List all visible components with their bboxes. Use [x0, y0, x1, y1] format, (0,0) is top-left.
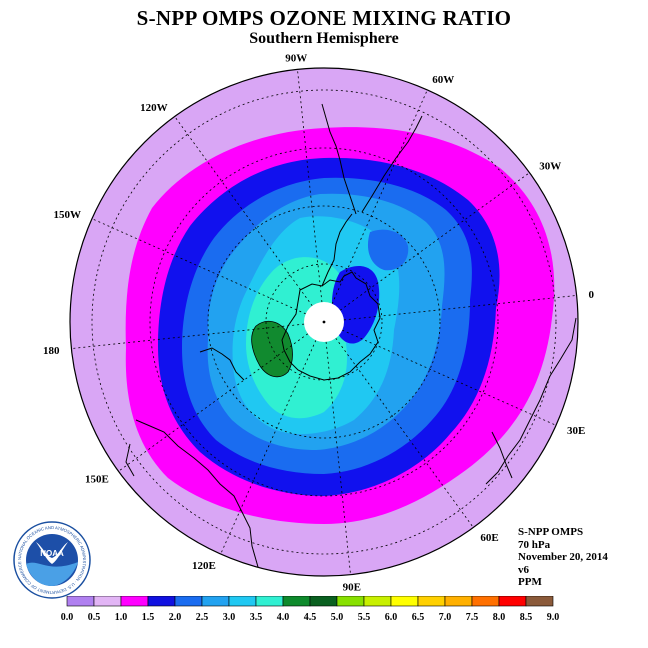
observation-date: November 20, 2014: [518, 551, 608, 564]
graticule: [91, 89, 557, 555]
colorbar-tick-label: 9.0: [547, 612, 560, 623]
meridian-line: [339, 172, 530, 311]
colorbar-tick-label: 2.5: [196, 612, 209, 623]
colorbar-tick-label: 8.5: [520, 612, 533, 623]
longitude-label: 180: [43, 345, 60, 357]
meridian-line: [91, 218, 306, 315]
longitude-label: 150E: [85, 473, 109, 485]
colorbar-tick-label: 5.5: [358, 612, 371, 623]
longitude-label: 90E: [343, 582, 361, 594]
ozone-low-lobe-2: [367, 229, 409, 271]
meridian-line: [297, 69, 323, 303]
longitude-label: 120E: [192, 560, 216, 572]
colorbar-tick-label: 6.0: [385, 612, 398, 623]
longitude-label: 120W: [140, 102, 168, 114]
noaa-logo-text: NOAA: [40, 549, 64, 558]
colorbar-swatch: [201, 596, 230, 607]
map-subtitle: Southern Hemisphere: [249, 30, 399, 47]
colorbar-tick-label: 7.0: [439, 612, 452, 623]
colorbar-tick-label: 1.5: [142, 612, 155, 623]
colorbar-swatch: [66, 596, 95, 607]
ozone-band-3.5-4.0: [246, 257, 348, 419]
colorbar-swatch: [444, 596, 473, 607]
colorbar-tick-label: 0.0: [61, 612, 74, 623]
colorbar-swatch: [309, 596, 338, 607]
map-title: S-NPP OMPS OZONE MIXING RATIO: [136, 6, 512, 30]
meridian-line: [325, 341, 351, 575]
meridian-line: [220, 340, 317, 555]
colorbar-tick-label: 0.5: [88, 612, 101, 623]
longitude-label: 90W: [285, 52, 307, 64]
colorbar-tick-label: 7.5: [466, 612, 479, 623]
colorbar-swatch: [174, 596, 203, 607]
longitude-label: 60E: [480, 532, 498, 544]
meridian-line: [71, 323, 305, 349]
colorbar-swatch: [525, 596, 554, 607]
colorbar-swatch: [120, 596, 149, 607]
colorbar: 0.0 0.5 1.0 1.5 2.0 2.5 3.0 3.5 4.0 4.5 5.0 5.5 6.0 6…: [61, 596, 560, 623]
meridian-line: [174, 116, 313, 307]
colorbar-tick-label: 3.0: [223, 612, 236, 623]
meridian-line: [343, 295, 577, 321]
product-info: S-NPP OMPS 70 hPa November 20, 2014 v6 P…: [518, 526, 608, 589]
units-label: PPM: [518, 576, 542, 589]
longitude-label: 0: [589, 289, 595, 301]
ozone-band-4.5-5.0: [251, 320, 293, 378]
meridian-line: [118, 333, 309, 472]
colorbar-swatch: [498, 596, 527, 607]
colorbar-tick-label: 1.0: [115, 612, 128, 623]
colorbar-swatch: [336, 596, 365, 607]
map-border: [69, 67, 579, 577]
colorbar-swatch: [228, 596, 257, 607]
coastlines: [125, 103, 577, 575]
colorbar-tick-label: 6.5: [412, 612, 425, 623]
colorbar-tick-label: 8.0: [493, 612, 506, 623]
colorbar-swatch: [363, 596, 392, 607]
colorbar-swatch: [282, 596, 311, 607]
product-version: v6: [518, 563, 529, 576]
colorbar-swatch: [390, 596, 419, 607]
colorbar-swatch: [417, 596, 446, 607]
south-pole-marker: [322, 320, 326, 324]
instrument-name: S-NPP OMPS: [518, 526, 584, 538]
longitude-label: 30E: [567, 425, 585, 437]
colorbar-swatch: [255, 596, 284, 607]
longitude-label: 30W: [539, 161, 561, 173]
meridian-line: [331, 89, 428, 304]
meridian-line: [335, 337, 474, 528]
colorbar-tick-label: 4.5: [304, 612, 317, 623]
colorbar-tick-label: 3.5: [250, 612, 263, 623]
colorbar-swatch: [147, 596, 176, 607]
colorbar-tick-label: 4.0: [277, 612, 290, 623]
meridian-line: [342, 329, 557, 426]
meridian-lines: [71, 69, 577, 575]
colorbar-tick-label: 5.0: [331, 612, 344, 623]
longitude-label: 150W: [53, 209, 81, 221]
colorbar-swatch: [93, 596, 122, 607]
longitude-label: 60W: [432, 74, 454, 86]
pressure-level: 70 hPa: [518, 538, 551, 551]
noaa-logo: NOAA NATIONAL OCEANIC AND ATMOSPHERIC AD…: [13, 521, 91, 599]
colorbar-swatch: [471, 596, 500, 607]
ozone-field: [70, 68, 578, 576]
colorbar-tick-label: 2.0: [169, 612, 182, 623]
